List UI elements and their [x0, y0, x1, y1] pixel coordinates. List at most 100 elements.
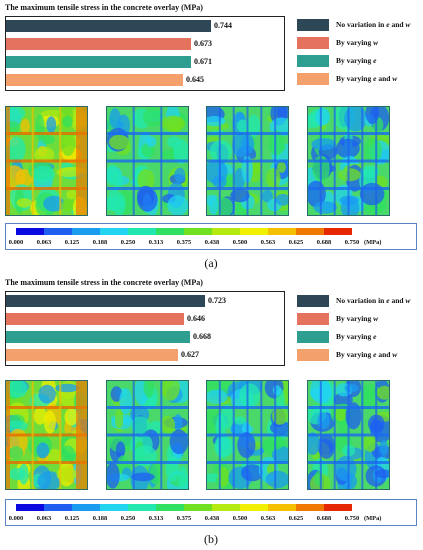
colorbar-segment	[128, 504, 156, 511]
legend-item: By varying w	[297, 313, 423, 326]
bar-1	[6, 20, 211, 32]
legend-item: By varying e	[297, 331, 423, 344]
bar-value-label: 0.645	[186, 75, 204, 84]
colorbar-tick-label: 0.063	[36, 515, 52, 522]
stress-contour-map	[5, 380, 88, 490]
colorbar-segment	[268, 504, 296, 511]
bar-4	[6, 349, 178, 361]
bar-value-label: 0.668	[193, 332, 211, 341]
panel-a-bar-chart: 0.744 0.673 0.671 0.645	[5, 16, 285, 91]
bar-4	[6, 74, 183, 86]
legend-item: By varying e and w	[297, 73, 423, 86]
colorbar-tick-label: 0.625	[288, 239, 304, 246]
colorbar-segment	[16, 228, 44, 235]
legend-swatch	[297, 295, 329, 307]
legend-label: By varying e and w	[336, 74, 398, 83]
colorbar-tick-label: 0.438	[204, 239, 220, 246]
colorbar-segment	[72, 504, 100, 511]
bar-1	[6, 295, 205, 307]
legend-swatch	[297, 331, 329, 343]
stress-contour-map	[206, 106, 289, 216]
colorbar-tick-label: 0.063	[36, 239, 52, 246]
panel-b-bar-chart: 0.723 0.646 0.668 0.627	[5, 291, 285, 366]
panel-a-colorbar: 0.000 0.063 0.125 0.188 0.250 0.313 0.375 0.438…	[5, 223, 417, 250]
colorbar-segment	[128, 228, 156, 235]
colorbar-segment	[44, 504, 72, 511]
colorbar-segment	[324, 228, 352, 235]
colorbar-tick-label: 0.250	[120, 239, 136, 246]
panel-a-title: The maximum tensile stress in the concre…	[5, 3, 203, 12]
panel-a-caption: (a)	[204, 256, 218, 270]
legend-label: No variation in e and w	[336, 296, 411, 305]
colorbar-tick-label: 0.313	[148, 515, 164, 522]
panel-b-title: The maximum tensile stress in the concre…	[5, 278, 203, 287]
colorbar-tick-label: 0.500	[232, 239, 248, 246]
panel-b-colorbar: 0.000 0.063 0.125 0.188 0.250 0.313 0.375 0.438…	[5, 499, 417, 526]
colorbar-segment	[156, 228, 184, 235]
colorbar-segment	[100, 504, 128, 511]
legend-item: No variation in e and w	[297, 295, 423, 308]
colorbar-tick-label: 0.250	[120, 515, 136, 522]
colorbar-tick-label: 0.000	[8, 239, 24, 246]
colorbar-tick-label: 0.188	[92, 239, 108, 246]
stress-contour-map	[307, 106, 390, 216]
bar-2	[6, 313, 184, 325]
colorbar-segment	[100, 228, 128, 235]
colorbar-segment	[212, 228, 240, 235]
bar-value-label: 0.673	[194, 39, 212, 48]
colorbar-tick-label: 0.688	[316, 239, 332, 246]
bar-value-label: 0.646	[187, 314, 205, 323]
colorbar-tick-label: 0.563	[260, 239, 276, 246]
colorbar-segment	[240, 504, 268, 511]
colorbar-tick-label: 0.000	[8, 515, 24, 522]
stress-contour-map	[206, 380, 289, 490]
panel-b: The maximum tensile stress in the concre…	[0, 275, 423, 550]
colorbar-segment	[44, 228, 72, 235]
legend-label: By varying e	[336, 332, 377, 341]
legend-swatch	[297, 73, 329, 85]
bar-value-label: 0.671	[194, 57, 212, 66]
colorbar-segment	[184, 228, 212, 235]
legend-item: By varying w	[297, 37, 423, 50]
legend-item: By varying e	[297, 55, 423, 68]
colorbar-segment	[156, 504, 184, 511]
colorbar-segment	[212, 504, 240, 511]
colorbar-segment	[268, 228, 296, 235]
legend-swatch	[297, 37, 329, 49]
bar-value-label: 0.723	[208, 296, 226, 305]
colorbar-segment	[240, 228, 268, 235]
legend-item: No variation in e and w	[297, 19, 423, 32]
colorbar-tick-label: 0.500	[232, 515, 248, 522]
colorbar-unit: (MPa)	[364, 515, 382, 522]
panel-b-contour-maps	[5, 380, 418, 490]
legend-label: By varying w	[336, 38, 379, 47]
colorbar-tick-label: 0.625	[288, 515, 304, 522]
bar-value-label: 0.744	[214, 21, 232, 30]
legend-label: By varying w	[336, 314, 379, 323]
bar-2	[6, 38, 191, 50]
bar-3	[6, 331, 190, 343]
colorbar-tick-label: 0.438	[204, 515, 220, 522]
colorbar-unit: (MPa)	[364, 239, 382, 246]
colorbar-tick-label: 0.125	[64, 239, 80, 246]
colorbar-segment	[16, 504, 44, 511]
stress-contour-map	[307, 380, 390, 490]
colorbar-tick-label: 0.375	[176, 515, 192, 522]
legend-label: By varying e and w	[336, 350, 398, 359]
colorbar-tick-label: 0.750	[344, 515, 360, 522]
stress-contour-map	[106, 380, 189, 490]
legend-swatch	[297, 55, 329, 67]
colorbar-tick-label: 0.750	[344, 239, 360, 246]
legend-swatch	[297, 19, 329, 31]
legend-label: By varying e	[336, 56, 377, 65]
colorbar-tick-label: 0.188	[92, 515, 108, 522]
legend-swatch	[297, 349, 329, 361]
panel-b-caption: (b)	[204, 532, 218, 546]
colorbar-tick-label: 0.688	[316, 515, 332, 522]
colorbar-tick-label: 0.375	[176, 239, 192, 246]
stress-contour-map	[5, 106, 88, 216]
colorbar-segment	[72, 228, 100, 235]
colorbar-tick-label: 0.563	[260, 515, 276, 522]
colorbar-segment	[296, 504, 324, 511]
colorbar-segment	[296, 228, 324, 235]
